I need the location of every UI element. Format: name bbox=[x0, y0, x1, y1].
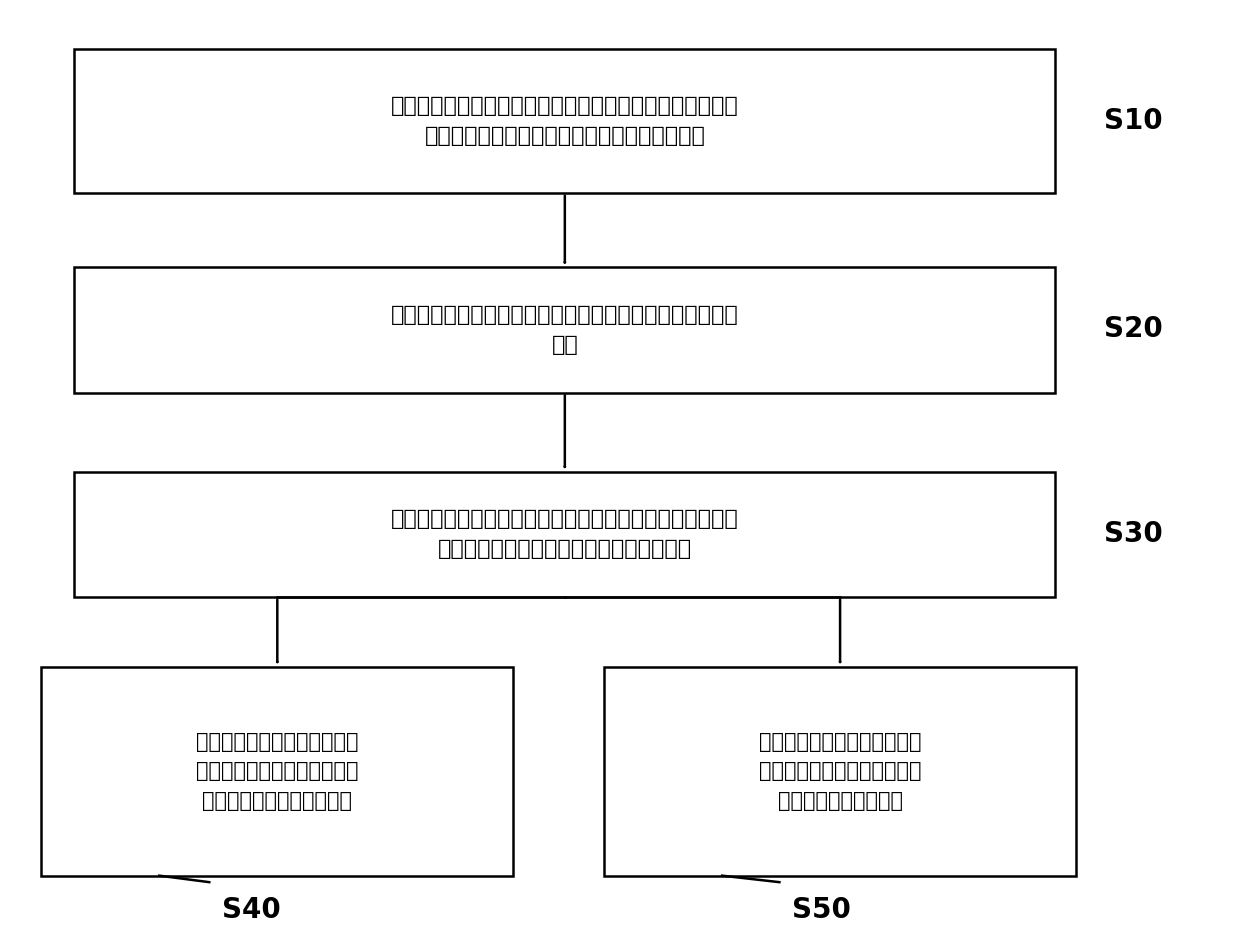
Text: S10: S10 bbox=[1105, 108, 1163, 135]
Text: 如不满足所述切换车道的安全
条件，则控制所述车辆当前不
执行所述换道需求指令: 如不满足所述切换车道的安全 条件，则控制所述车辆当前不 执行所述换道需求指令 bbox=[759, 732, 921, 811]
Text: 如满足所述切换车道的安全条
件，则控制所述车辆按照所述
换道需求指令进行车道切换: 如满足所述切换车道的安全条 件，则控制所述车辆按照所述 换道需求指令进行车道切换 bbox=[196, 732, 358, 811]
Text: S50: S50 bbox=[791, 896, 851, 924]
Text: S30: S30 bbox=[1105, 520, 1163, 548]
Text: 根据所述换道需求指令，获得所述车辆当前的第一交通状况
数据: 根据所述换道需求指令，获得所述车辆当前的第一交通状况 数据 bbox=[391, 305, 739, 355]
Bar bbox=[41, 667, 513, 876]
Bar bbox=[74, 267, 1055, 392]
Text: S20: S20 bbox=[1105, 315, 1163, 343]
Bar bbox=[74, 472, 1055, 597]
Bar bbox=[74, 49, 1055, 192]
Text: S40: S40 bbox=[222, 896, 280, 924]
Bar bbox=[604, 667, 1076, 876]
Text: 根据所述车辆当前的交通路况数据，判断按照所述换道需求
指令切换车道是否满足切换车道的安全条件: 根据所述车辆当前的交通路况数据，判断按照所述换道需求 指令切换车道是否满足切换车… bbox=[391, 509, 739, 559]
Text: 获得用户的换道需求指令，所述换道需求指令用于指示需要
将车辆从当前车道向左切换车道或向右切换车道: 获得用户的换道需求指令，所述换道需求指令用于指示需要 将车辆从当前车道向左切换车… bbox=[391, 96, 739, 145]
